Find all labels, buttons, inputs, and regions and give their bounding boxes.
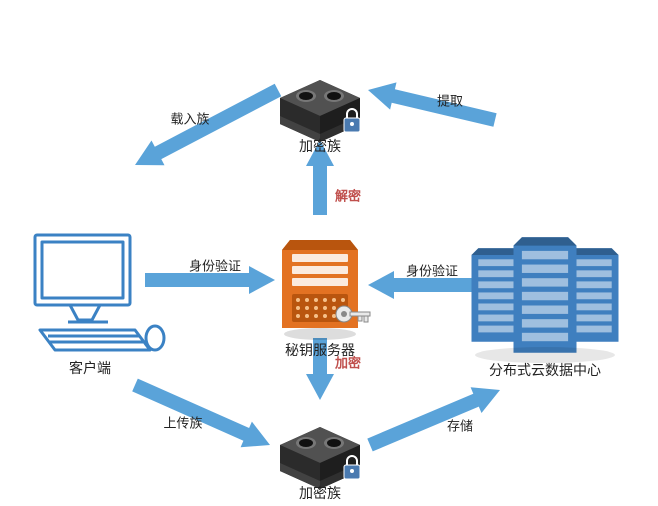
diagram-stage: { "canvas": { "width": 658, "height": 50… (0, 0, 658, 506)
label-client: 客户端 (69, 358, 111, 378)
arrow-label-auth-right: 身份验证 (406, 261, 458, 280)
arrow-label-load: 载入族 (170, 109, 209, 128)
arrow-label-auth-left: 身份验证 (189, 256, 241, 275)
svg-layer (0, 0, 658, 506)
label-enc-bottom: 加密族 (299, 483, 341, 503)
label-datacenter: 分布式云数据中心 (489, 360, 601, 380)
arrow-label-decrypt: 解密 (335, 186, 361, 205)
arrow-label-store: 存储 (447, 416, 473, 435)
arrow-label-upload: 上传族 (163, 413, 202, 432)
arrow-label-encrypt: 加密 (335, 353, 361, 372)
arrow-label-fetch: 提取 (437, 91, 463, 110)
label-enc-top: 加密族 (299, 136, 341, 156)
